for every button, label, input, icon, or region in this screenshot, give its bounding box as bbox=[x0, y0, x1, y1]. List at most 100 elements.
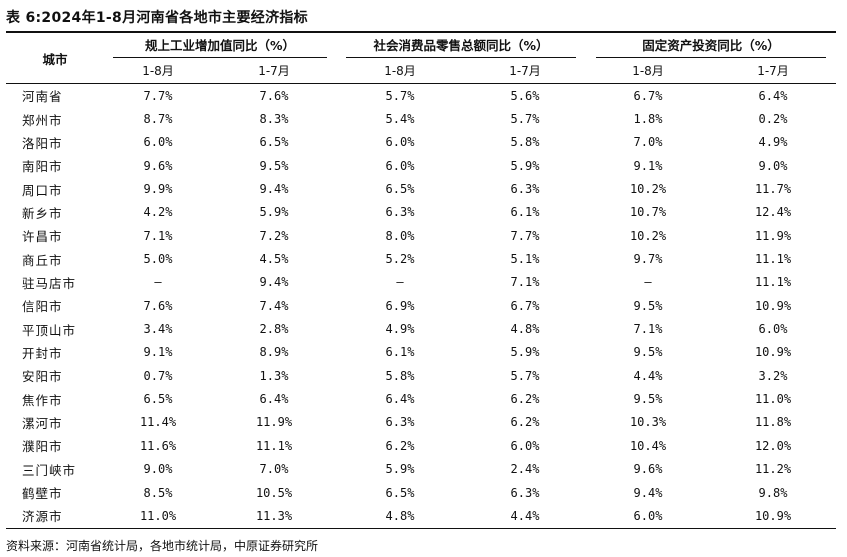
header-period: 1-7月 bbox=[212, 58, 336, 84]
value-cell: 11.6% bbox=[139, 438, 177, 453]
top-rule bbox=[6, 31, 836, 33]
value-cell: 2.4% bbox=[510, 462, 540, 477]
table-row: 濮阳市 11.6% 11.1% 6.2% 6.0% 10.4% 12.0% bbox=[6, 434, 836, 457]
value-cell: 6.9% bbox=[385, 298, 415, 313]
value-cell: 5.7% bbox=[510, 112, 540, 127]
value-cell: 6.5% bbox=[385, 485, 415, 500]
value-cell: 5.7% bbox=[510, 368, 540, 383]
header-city: 城市 bbox=[6, 34, 104, 84]
value-cell: – bbox=[396, 275, 404, 290]
value-cell: 9.8% bbox=[758, 485, 788, 500]
value-cell: 1.3% bbox=[259, 368, 289, 383]
table-row: 郑州市 8.7% 8.3% 5.4% 5.7% 1.8% 0.2% bbox=[6, 107, 836, 130]
value-cell: 5.9% bbox=[259, 205, 289, 220]
value-cell: 4.5% bbox=[259, 252, 289, 267]
value-cell: 3.4% bbox=[143, 322, 173, 337]
value-cell: 6.3% bbox=[385, 415, 415, 430]
value-cell: 9.5% bbox=[633, 298, 663, 313]
value-cell: 5.9% bbox=[510, 345, 540, 360]
value-cell: 4.2% bbox=[143, 205, 173, 220]
value-cell: 9.5% bbox=[259, 158, 289, 173]
value-cell: 7.4% bbox=[259, 298, 289, 313]
value-cell: 9.5% bbox=[633, 392, 663, 407]
value-cell: 7.1% bbox=[143, 228, 173, 243]
value-cell: 11.3% bbox=[255, 508, 293, 523]
city-name-cell: 周口市 bbox=[22, 182, 63, 198]
value-cell: 9.6% bbox=[633, 462, 663, 477]
header-period: 1-7月 bbox=[464, 58, 586, 84]
header-period: 1-8月 bbox=[336, 58, 464, 84]
table-row: 信阳市 7.6% 7.4% 6.9% 6.7% 9.5% 10.9% bbox=[6, 294, 836, 317]
value-cell: 11.9% bbox=[754, 228, 792, 243]
value-cell: 11.9% bbox=[255, 415, 293, 430]
value-cell: 9.1% bbox=[143, 345, 173, 360]
header-period: 1-8月 bbox=[586, 58, 710, 84]
header-group-investment: 固定资产投资同比（%） bbox=[586, 34, 836, 58]
value-cell: 11.1% bbox=[754, 252, 792, 267]
value-cell: 5.6% bbox=[510, 88, 540, 103]
value-cell: 6.1% bbox=[510, 205, 540, 220]
table-row: 漯河市 11.4% 11.9% 6.3% 6.2% 10.3% 11.8% bbox=[6, 411, 836, 434]
value-cell: 5.4% bbox=[385, 112, 415, 127]
value-cell: 4.8% bbox=[385, 508, 415, 523]
value-cell: 10.9% bbox=[754, 298, 792, 313]
value-cell: 10.3% bbox=[629, 415, 667, 430]
table-title: 表 6:2024年1-8月河南省各地市主要经济指标 bbox=[6, 10, 308, 26]
value-cell: 5.0% bbox=[143, 252, 173, 267]
city-name-cell: 平顶山市 bbox=[22, 322, 77, 338]
value-cell: 11.1% bbox=[255, 438, 293, 453]
city-name-cell: 驻马店市 bbox=[22, 275, 77, 291]
value-cell: 5.8% bbox=[385, 368, 415, 383]
value-cell: 7.0% bbox=[259, 462, 289, 477]
value-cell: 6.0% bbox=[758, 322, 788, 337]
value-cell: 7.1% bbox=[510, 275, 540, 290]
value-cell: 6.4% bbox=[259, 392, 289, 407]
value-cell: 1.8% bbox=[633, 112, 663, 127]
value-cell: 6.3% bbox=[510, 182, 540, 197]
value-cell: 9.5% bbox=[633, 345, 663, 360]
value-cell: 2.8% bbox=[259, 322, 289, 337]
value-cell: 6.2% bbox=[510, 415, 540, 430]
value-cell: 12.4% bbox=[754, 205, 792, 220]
value-cell: 8.5% bbox=[143, 485, 173, 500]
value-cell: 6.0% bbox=[143, 135, 173, 150]
value-cell: 6.7% bbox=[633, 88, 663, 103]
city-name-cell: 新乡市 bbox=[22, 205, 63, 221]
value-cell: 11.7% bbox=[754, 182, 792, 197]
table-row: 安阳市 0.7% 1.3% 5.8% 5.7% 4.4% 3.2% bbox=[6, 364, 836, 387]
value-cell: 6.3% bbox=[385, 205, 415, 220]
value-cell: 10.2% bbox=[629, 228, 667, 243]
city-name-cell: 安阳市 bbox=[22, 369, 63, 385]
value-cell: 12.0% bbox=[754, 438, 792, 453]
value-cell: 6.0% bbox=[510, 438, 540, 453]
value-cell: 6.4% bbox=[758, 88, 788, 103]
city-name-cell: 河南省 bbox=[22, 89, 63, 105]
value-cell: 4.4% bbox=[633, 368, 663, 383]
city-name-cell: 郑州市 bbox=[22, 112, 63, 128]
table-row: 开封市 9.1% 8.9% 6.1% 5.9% 9.5% 10.9% bbox=[6, 341, 836, 364]
value-cell: – bbox=[154, 275, 162, 290]
table-row: 周口市 9.9% 9.4% 6.5% 6.3% 10.2% 11.7% bbox=[6, 177, 836, 200]
city-name-cell: 三门峡市 bbox=[22, 462, 77, 478]
value-cell: 6.2% bbox=[385, 438, 415, 453]
value-cell: 6.1% bbox=[385, 345, 415, 360]
value-cell: 10.9% bbox=[754, 508, 792, 523]
table-row: 洛阳市 6.0% 6.5% 6.0% 5.8% 7.0% 4.9% bbox=[6, 131, 836, 154]
value-cell: 5.9% bbox=[510, 158, 540, 173]
table-row: 商丘市 5.0% 4.5% 5.2% 5.1% 9.7% 11.1% bbox=[6, 247, 836, 270]
value-cell: 11.4% bbox=[139, 415, 177, 430]
value-cell: 11.0% bbox=[139, 508, 177, 523]
value-cell: 11.0% bbox=[754, 392, 792, 407]
city-name-cell: 济源市 bbox=[22, 509, 63, 525]
value-cell: 10.5% bbox=[255, 485, 293, 500]
city-name-cell: 洛阳市 bbox=[22, 135, 63, 151]
city-name-cell: 濮阳市 bbox=[22, 439, 63, 455]
header-period: 1-7月 bbox=[710, 58, 836, 84]
table-row: 驻马店市 – 9.4% – 7.1% – 11.1% bbox=[6, 271, 836, 294]
value-cell: 10.7% bbox=[629, 205, 667, 220]
value-cell: 4.4% bbox=[510, 508, 540, 523]
table-row: 鹤壁市 8.5% 10.5% 6.5% 6.3% 9.4% 9.8% bbox=[6, 481, 836, 504]
value-cell: 8.3% bbox=[259, 112, 289, 127]
city-name-cell: 信阳市 bbox=[22, 299, 63, 315]
value-cell: 8.0% bbox=[385, 228, 415, 243]
